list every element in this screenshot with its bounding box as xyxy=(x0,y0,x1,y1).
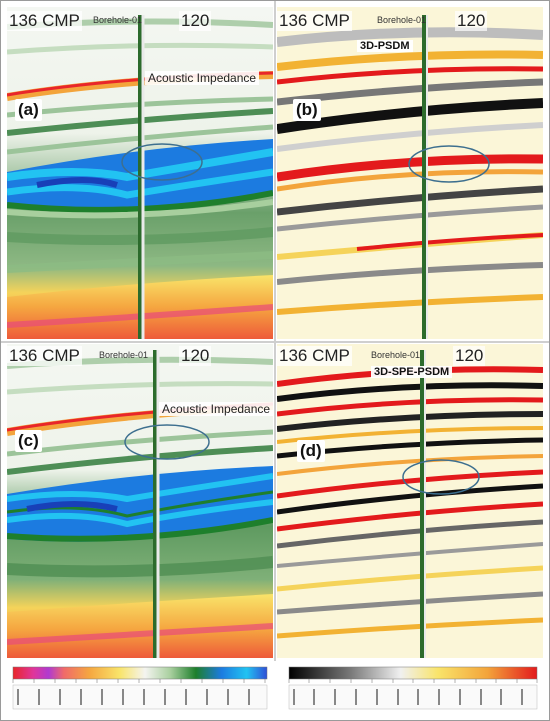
psdm-section-b xyxy=(277,7,543,339)
acoustic-impedance-label: Acoustic Impedance xyxy=(159,402,273,416)
trace-number: 120 xyxy=(453,346,486,366)
borehole-label: Borehole-01 xyxy=(377,15,427,25)
psdm-label: 3D-PSDM xyxy=(357,40,413,52)
panel-a: 136 CMP Borehole-01 120 Acoustic Impedan… xyxy=(7,7,273,339)
panel-d: 136 CMP Borehole-01 120 3D-SPE-PSDM (d) xyxy=(277,344,543,658)
trace-number: 120 xyxy=(179,346,212,366)
cmp-label: 136 CMP xyxy=(7,11,82,31)
amplitude-colorbar xyxy=(285,665,541,713)
trace-number: 120 xyxy=(455,11,488,31)
panel-letter: (b) xyxy=(293,99,321,121)
cmp-label: 136 CMP xyxy=(277,11,352,31)
impedance-section-c xyxy=(7,344,273,658)
cmp-label: 136 CMP xyxy=(277,346,352,366)
impedance-section-a xyxy=(7,7,273,339)
spe-psdm-section-d xyxy=(277,344,543,658)
horizontal-divider xyxy=(1,341,549,343)
panel-b: 136 CMP Borehole-01 120 3D-PSDM (b) xyxy=(277,7,543,339)
borehole-label: Borehole-01 xyxy=(93,15,143,25)
panel-c: 136 CMP Borehole-01 120 Acoustic Impedan… xyxy=(7,344,273,658)
panel-letter: (c) xyxy=(15,430,42,452)
panel-letter: (d) xyxy=(297,440,325,462)
vertical-divider xyxy=(274,1,276,661)
borehole-label: Borehole-01 xyxy=(99,350,149,360)
cmp-label: 136 CMP xyxy=(7,346,82,366)
panel-letter: (a) xyxy=(15,99,42,121)
trace-number: 120 xyxy=(179,11,212,31)
spe-psdm-label: 3D-SPE-PSDM xyxy=(371,366,453,378)
impedance-colorbar xyxy=(9,665,271,713)
acoustic-impedance-label: Acoustic Impedance xyxy=(145,71,260,85)
borehole-label: Borehole-01 xyxy=(371,350,421,360)
